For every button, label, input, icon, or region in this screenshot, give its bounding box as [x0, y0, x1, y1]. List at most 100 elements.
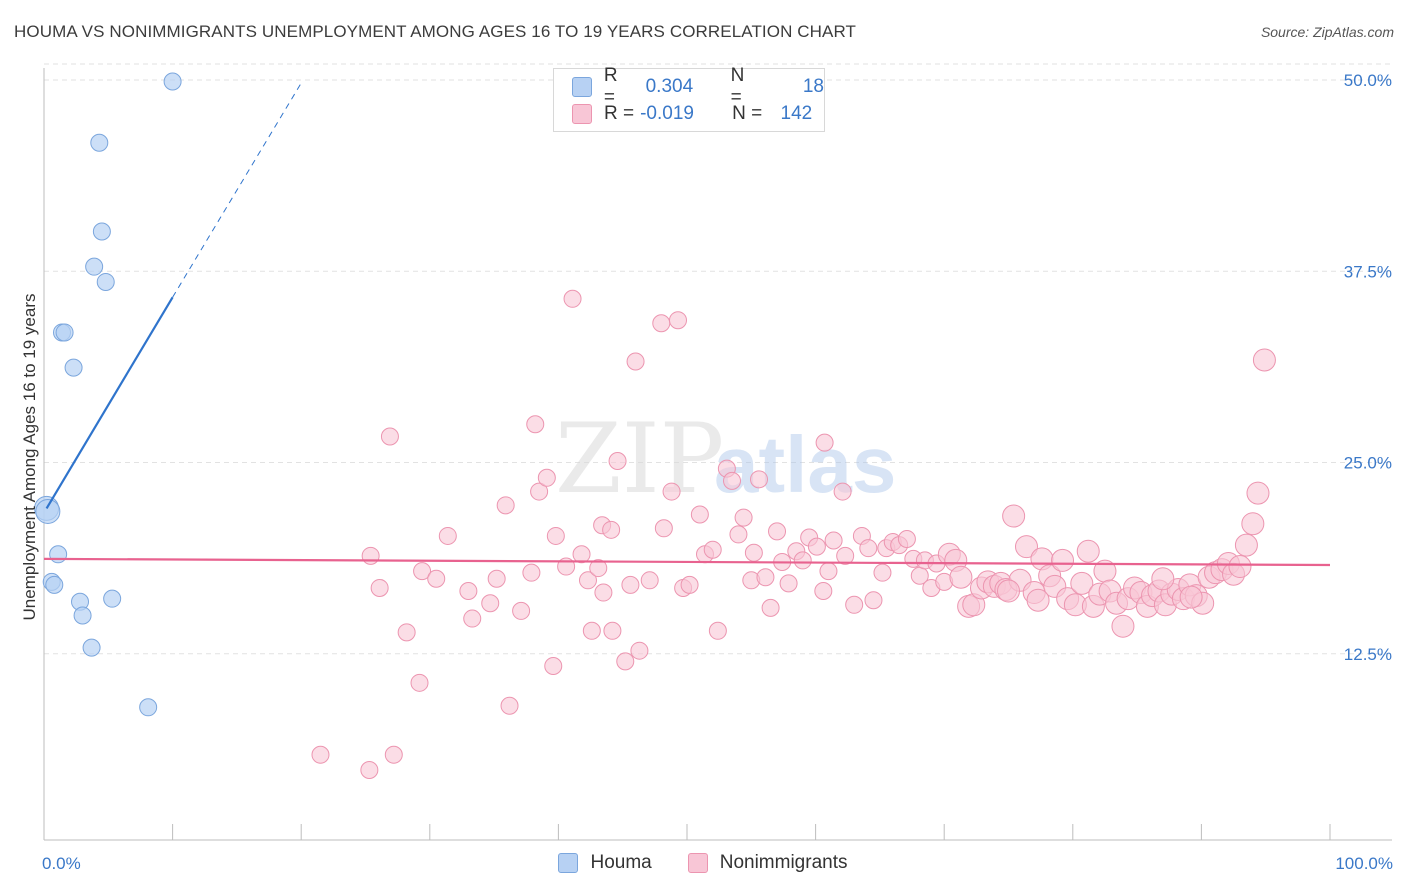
- nonimmigrants-point-14: [487, 569, 506, 588]
- nonimmigrants-point-31: [594, 583, 613, 602]
- nonimmigrants-point-61: [779, 574, 798, 593]
- nonimmigrants-point-13: [481, 594, 500, 613]
- nonimmigrants-point-26: [572, 545, 591, 564]
- nonimmigrants-point-20: [530, 482, 549, 501]
- nonimmigrants-point-63: [793, 551, 812, 570]
- nonimmigrants-point-134: [1241, 512, 1265, 536]
- bottom-nonimmigrants-swatch: [687, 853, 708, 873]
- nonimmigrants-point-28: [582, 621, 601, 640]
- houma-point-10: [82, 638, 101, 657]
- legend-row-nonimmigrants: R = -0.019 N = 142: [572, 103, 812, 125]
- nonimmigrants-point-25: [563, 289, 582, 308]
- nonimmigrants-point-59: [768, 522, 787, 541]
- stats-legend: R = 0.304 N = 18 R = -0.019 N = 142: [553, 65, 825, 132]
- trend-lines: [43, 82, 1331, 567]
- nonimmigrants-point-135: [1246, 481, 1270, 505]
- nonimmigrants-point-3: [361, 546, 380, 565]
- nonimmigrants-r-value: -0.019: [640, 103, 694, 124]
- chart-title: HOUMA VS NONIMMIGRANTS UNEMPLOYMENT AMON…: [14, 22, 857, 41]
- nonimmigrants-point-38: [630, 641, 649, 660]
- nonimmigrants-trend-line: [43, 557, 1331, 567]
- nonimmigrants-point-10: [438, 526, 457, 545]
- houma-point-3: [45, 575, 64, 594]
- bottom-legend-houma: Houma: [558, 852, 652, 874]
- nonimmigrants-point-55: [744, 543, 763, 562]
- watermark-atlas: atlas: [714, 420, 896, 509]
- bottom-legend-nonimmigrants: Nonimmigrants: [687, 852, 848, 874]
- chart-source: Source: ZipAtlas.com: [1260, 24, 1394, 40]
- nonimmigrants-swatch: [572, 104, 592, 124]
- nonimmigrants-point-140: [1179, 585, 1203, 609]
- legend-row-houma: R = 0.304 N = 18: [572, 65, 824, 108]
- nonimmigrants-point-113: [1111, 614, 1135, 638]
- nonimmigrants-point-35: [616, 652, 635, 671]
- x-tick-labels: 0.0% 100.0%: [42, 854, 1393, 873]
- nonimmigrants-point-107: [1076, 539, 1100, 563]
- nonimmigrants-point-23: [546, 526, 565, 545]
- nonimmigrants-point-74: [864, 591, 883, 610]
- nonimmigrants-point-8: [413, 562, 432, 581]
- houma-r-label: R =: [603, 65, 618, 108]
- nonimmigrants-point-65: [807, 537, 826, 556]
- houma-point-1: [35, 498, 61, 524]
- y-axis-label: Unemployment Among Ages 16 to 19 years: [20, 294, 39, 621]
- nonimmigrants-point-5: [380, 427, 399, 446]
- y-tick-label-3: 50.0%: [1344, 71, 1392, 90]
- nonimmigrants-point-103: [1051, 548, 1075, 572]
- nonimmigrants-point-68: [824, 531, 843, 550]
- nonimmigrants-point-79: [897, 530, 916, 548]
- nonimmigrants-point-32: [602, 520, 621, 539]
- nonimmigrants-point-40: [652, 314, 671, 333]
- nonimmigrants-point-43: [668, 311, 687, 330]
- houma-point-12: [90, 133, 109, 152]
- nonimmigrants-point-73: [859, 539, 878, 558]
- y-tick-labels: 12.5% 25.0% 37.5% 50.0%: [1344, 71, 1392, 664]
- nonimmigrants-point-51: [723, 471, 742, 490]
- nonimmigrants-point-21: [537, 468, 556, 487]
- houma-trend-extension: [172, 82, 302, 298]
- nonimmigrants-point-69: [833, 482, 852, 501]
- nonimmigrants-point-2: [384, 745, 403, 764]
- nonimmigrants-point-7: [410, 673, 429, 692]
- nonimmigrants-point-96: [1002, 504, 1026, 528]
- nonimmigrants-point-58: [761, 598, 780, 617]
- nonimmigrants-points: [311, 289, 1276, 780]
- nonimmigrants-point-17: [512, 601, 531, 620]
- nonimmigrants-point-34: [608, 451, 627, 470]
- y-tick-label-2: 37.5%: [1344, 262, 1392, 281]
- bottom-legend: Houma Nonimmigrants: [0, 852, 1406, 874]
- bottom-houma-swatch: [558, 853, 579, 873]
- houma-point-6: [55, 323, 74, 342]
- houma-point-15: [103, 589, 122, 608]
- houma-trend-line: [45, 296, 174, 509]
- nonimmigrants-point-136: [1252, 348, 1276, 372]
- nonimmigrants-point-56: [750, 470, 769, 489]
- nonimmigrants-point-139: [1151, 567, 1175, 591]
- houma-point-16: [139, 698, 158, 717]
- nonimmigrants-point-22: [544, 656, 563, 675]
- nonimmigrants-point-71: [845, 595, 864, 614]
- nonimmigrants-point-0: [311, 745, 330, 764]
- houma-point-17: [163, 72, 182, 91]
- nonimmigrants-point-18: [522, 563, 541, 582]
- nonimmigrants-point-137: [815, 433, 834, 452]
- nonimmigrants-point-16: [496, 496, 515, 515]
- watermark: ZIP atlas: [555, 403, 896, 515]
- nonimmigrants-point-6: [397, 623, 416, 642]
- nonimmigrants-point-67: [819, 562, 838, 581]
- nonimmigrants-point-11: [459, 582, 478, 601]
- houma-point-11: [85, 257, 104, 276]
- nonimmigrants-point-49: [708, 621, 727, 640]
- nonimmigrants-point-41: [654, 519, 673, 538]
- nonimmigrants-n-value: 142: [780, 103, 813, 124]
- nonimmigrants-point-132: [1228, 555, 1252, 579]
- houma-point-4: [49, 545, 68, 564]
- houma-point-9: [73, 606, 92, 625]
- nonimmigrants-point-53: [734, 508, 753, 527]
- houma-n-value: 18: [802, 76, 824, 97]
- bottom-houma-label: Houma: [590, 852, 652, 873]
- nonimmigrants-point-66: [814, 582, 833, 601]
- bottom-nonimmigrants-label: Nonimmigrants: [719, 852, 848, 873]
- nonimmigrants-point-4: [370, 578, 389, 597]
